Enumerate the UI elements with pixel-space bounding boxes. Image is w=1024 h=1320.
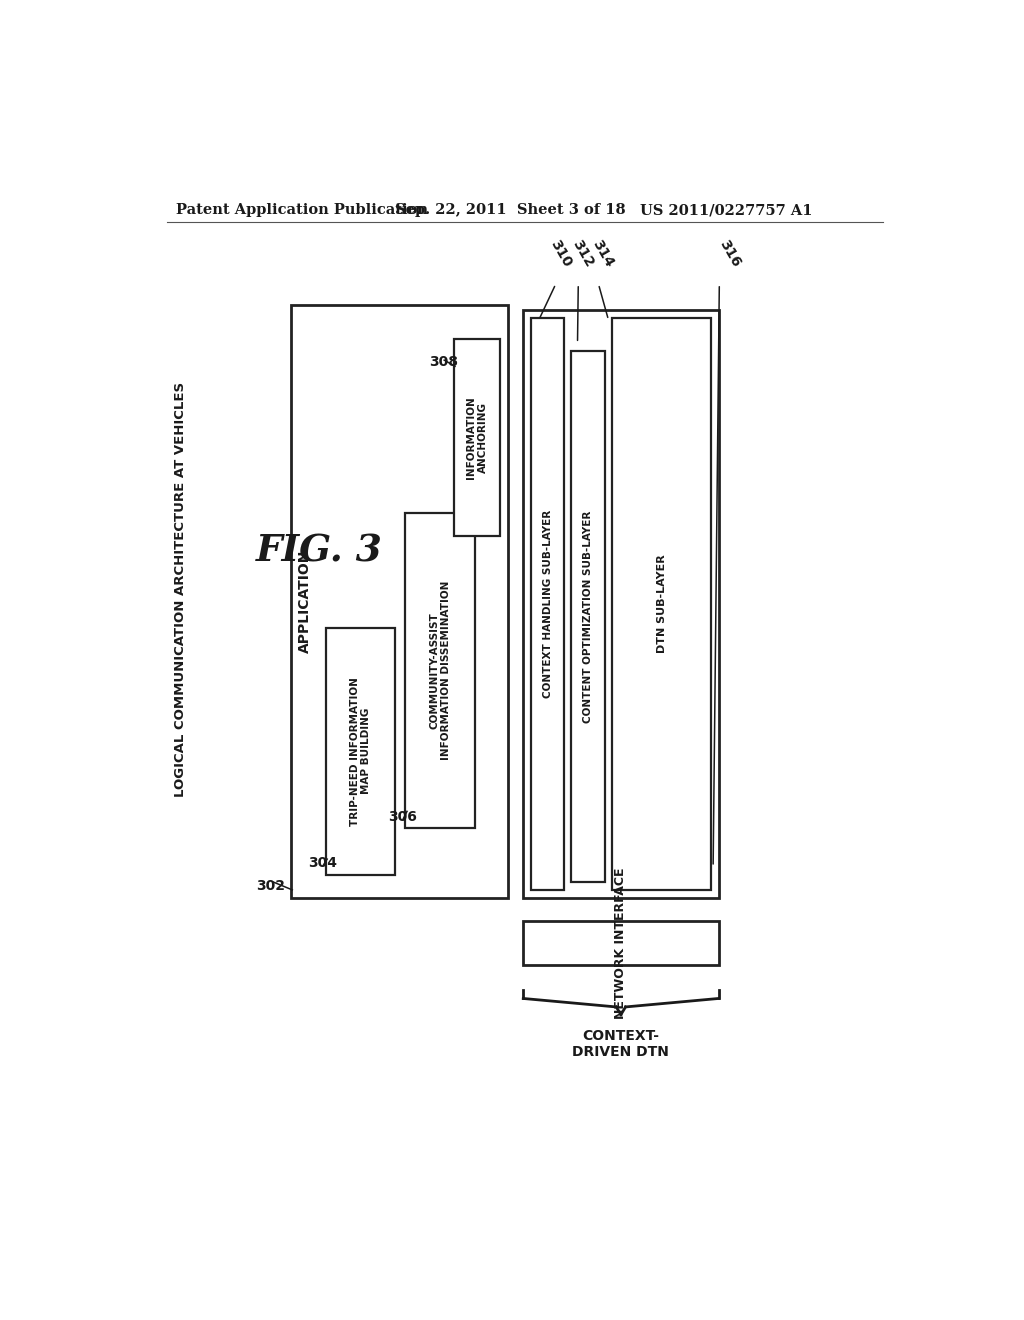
Bar [531,318,564,890]
Text: CONTENT OPTIMIZATION SUB-LAYER: CONTENT OPTIMIZATION SUB-LAYER [583,511,593,723]
Text: APPLICATION: APPLICATION [298,549,311,653]
Text: INFORMATION
ANCHORING: INFORMATION ANCHORING [466,396,487,479]
Text: Patent Application Publication: Patent Application Publication [176,203,428,216]
Text: CONTEXT-
DRIVEN DTN: CONTEXT- DRIVEN DTN [572,1028,670,1059]
Text: DTN SUB-LAYER: DTN SUB-LAYER [656,554,667,653]
Text: LOGICAL COMMUNICATION ARCHITECTURE AT VEHICLES: LOGICAL COMMUNICATION ARCHITECTURE AT VE… [174,381,187,797]
Bar [571,351,604,882]
Text: US 2011/0227757 A1: US 2011/0227757 A1 [640,203,812,216]
Text: 302: 302 [256,879,285,894]
Text: Sep. 22, 2011  Sheet 3 of 18: Sep. 22, 2011 Sheet 3 of 18 [395,203,626,216]
Text: COMMUNITY-ASSIST
INFORMATION DISSEMINATION: COMMUNITY-ASSIST INFORMATION DISSEMINATI… [429,581,452,760]
Text: 312: 312 [569,238,596,271]
Text: CONTEXT HANDLING SUB-LAYER: CONTEXT HANDLING SUB-LAYER [543,510,553,698]
Text: 316: 316 [717,238,743,271]
Bar [406,512,475,829]
Text: 310: 310 [547,238,573,271]
Text: NETWORK INTERFACE: NETWORK INTERFACE [614,867,628,1019]
Text: FIG. 3: FIG. 3 [256,532,383,570]
Bar [523,921,719,965]
Bar [454,339,500,536]
Text: 304: 304 [308,855,338,870]
Bar [291,305,508,898]
Text: 308: 308 [429,355,458,370]
Bar [326,628,395,875]
Text: 314: 314 [590,238,616,271]
Bar [612,318,711,890]
Bar [523,310,719,898]
Text: TRIP-NEED INFORMATION
MAP BUILDING: TRIP-NEED INFORMATION MAP BUILDING [350,677,372,826]
Text: 306: 306 [388,809,417,824]
